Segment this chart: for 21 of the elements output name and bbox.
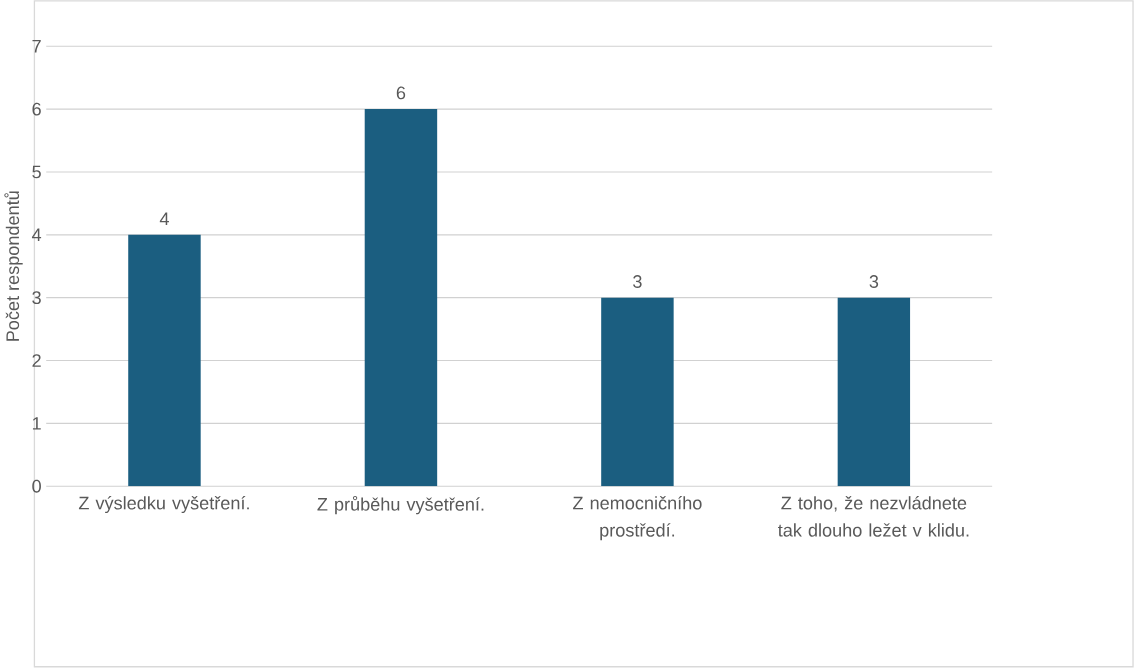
y-tick-label: 0 [32,479,41,493]
y-tick-label: 1 [32,417,41,430]
y-tick-label: 5 [32,165,41,179]
data-label: 4 [159,212,169,226]
y-tick-label: 3 [32,291,41,305]
data-label: 6 [396,86,406,100]
y-axis-title: Počet respondentů [4,191,23,341]
bar [128,234,201,487]
bar [601,297,674,487]
y-tick-label: 4 [31,228,42,242]
data-label: 3 [869,275,879,289]
bar [364,109,438,487]
x-tick-label: Z průběhu vyšetření. [317,496,484,515]
y-tick-label: 7 [32,40,41,53]
x-tick-label: Z výsledku vyšetření. [78,496,249,514]
x-tick-label: Z nemocničního prostředí. [573,496,702,541]
data-label: 3 [633,275,642,289]
bar [837,297,911,487]
y-tick-label: 2 [32,354,41,367]
y-tick-label: 6 [32,102,41,116]
x-tick-label: Z toho, že nezvládnete tak dlouho ležet v klidu. [778,496,969,537]
